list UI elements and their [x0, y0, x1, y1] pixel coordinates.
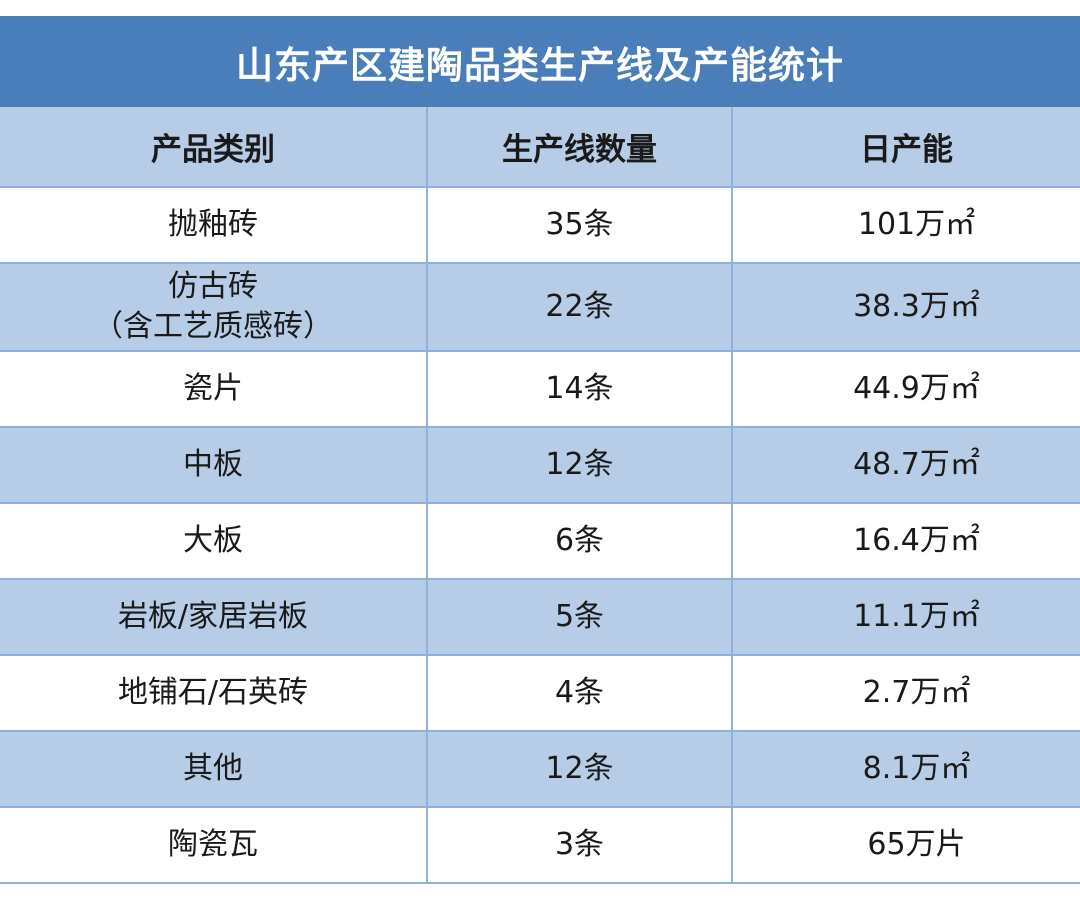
line-count-cell: 3条	[426, 806, 733, 884]
capacity-cell: 38.3万㎡	[731, 262, 1080, 352]
category-cell: 仿古砖 （含工艺质感砖）	[0, 262, 428, 352]
line-count-cell: 12条	[426, 730, 733, 808]
capacity-table: 产品类别 生产线数量 日产能 抛釉砖 35条 101万㎡ 仿古砖 （含工艺质感砖…	[0, 107, 1080, 884]
line-count-cell: 22条	[426, 262, 733, 352]
table-row: 地铺石/石英砖 4条 2.7万㎡	[0, 654, 1080, 732]
line-count-cell: 12条	[426, 426, 733, 504]
category-cell: 大板	[0, 502, 428, 580]
capacity-cell: 48.7万㎡	[731, 426, 1080, 504]
line-count-cell: 35条	[426, 186, 733, 264]
table-row: 其他 12条 8.1万㎡	[0, 730, 1080, 808]
category-cell: 地铺石/石英砖	[0, 654, 428, 732]
capacity-cell: 16.4万㎡	[731, 502, 1080, 580]
top-spacer	[0, 0, 1080, 16]
category-cell: 抛釉砖	[0, 186, 428, 264]
category-cell: 其他	[0, 730, 428, 808]
table-title: 山东产区建陶品类生产线及产能统计	[0, 16, 1080, 107]
header-row: 产品类别 生产线数量 日产能	[0, 107, 1080, 188]
category-name: 仿古砖	[168, 269, 258, 304]
table-row: 抛釉砖 35条 101万㎡	[0, 186, 1080, 264]
category-cell: 岩板/家居岩板	[0, 578, 428, 656]
line-count-cell: 6条	[426, 502, 733, 580]
capacity-cell: 44.9万㎡	[731, 350, 1080, 428]
table-row: 岩板/家居岩板 5条 11.1万㎡	[0, 578, 1080, 656]
table-row: 大板 6条 16.4万㎡	[0, 502, 1080, 580]
capacity-cell: 101万㎡	[731, 186, 1080, 264]
capacity-cell: 8.1万㎡	[731, 730, 1080, 808]
category-cell: 陶瓷瓦	[0, 806, 428, 884]
line-count-cell: 5条	[426, 578, 733, 656]
table-row: 陶瓷瓦 3条 65万片	[0, 806, 1080, 884]
category-cell: 中板	[0, 426, 428, 504]
header-line-count: 生产线数量	[426, 107, 733, 188]
capacity-cell: 2.7万㎡	[731, 654, 1080, 732]
capacity-cell: 11.1万㎡	[731, 578, 1080, 656]
header-daily-capacity: 日产能	[731, 107, 1080, 188]
category-note: （含工艺质感砖）	[93, 309, 333, 344]
line-count-cell: 4条	[426, 654, 733, 732]
capacity-cell: 65万片	[731, 806, 1080, 884]
table-row: 瓷片 14条 44.9万㎡	[0, 350, 1080, 428]
category-cell: 瓷片	[0, 350, 428, 428]
table-row: 中板 12条 48.7万㎡	[0, 426, 1080, 504]
table-row: 仿古砖 （含工艺质感砖） 22条 38.3万㎡	[0, 262, 1080, 352]
line-count-cell: 14条	[426, 350, 733, 428]
header-category: 产品类别	[0, 107, 428, 188]
